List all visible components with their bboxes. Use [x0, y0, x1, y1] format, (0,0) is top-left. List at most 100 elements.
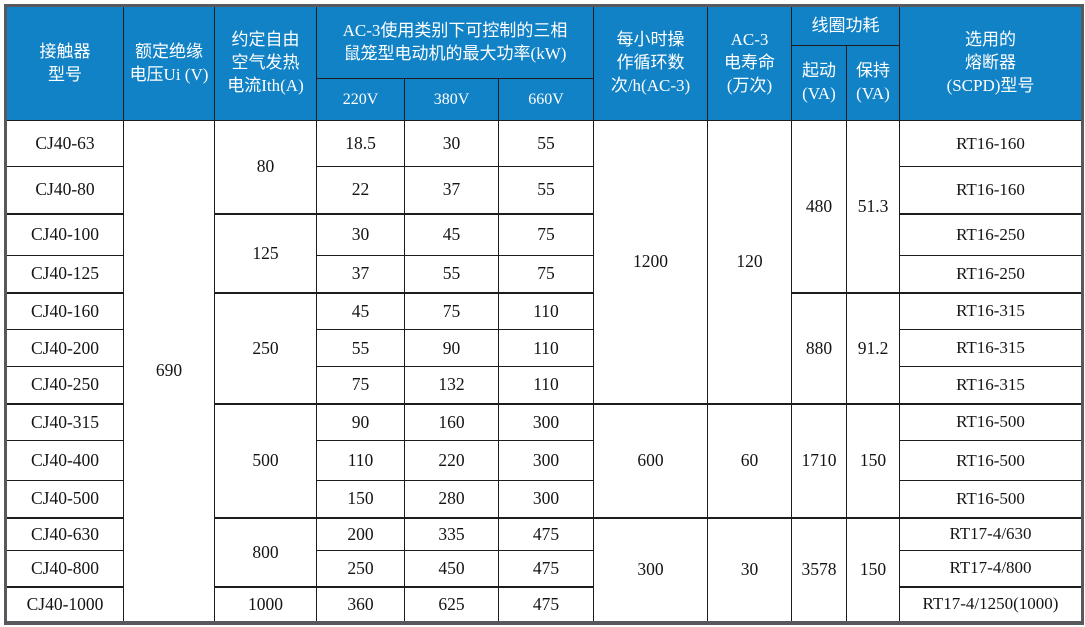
- cell-power-380v: 220: [404, 440, 499, 481]
- cell-power-220v: 22: [316, 166, 405, 214]
- cell-fuse-model: RT17-4/630: [899, 516, 1083, 551]
- cell-power-660v: 75: [498, 255, 594, 293]
- header-max-power-group: AC-3使用类别下可控制的三相 鼠笼型电动机的最大功率(kW): [316, 5, 594, 79]
- cell-thermal-current: 800: [214, 516, 317, 587]
- cell-power-220v: 200: [316, 516, 405, 551]
- cell-power-660v: 300: [498, 402, 594, 441]
- cell-fuse-model: RT16-315: [899, 329, 1083, 367]
- header-rated-insulation-voltage: 额定绝缘 电压Ui (V): [123, 5, 215, 121]
- cell-fuse-model: RT16-500: [899, 480, 1083, 518]
- cell-power-380v: 280: [404, 480, 499, 518]
- cell-model: CJ40-800: [5, 550, 124, 587]
- cell-cycles-per-hour: 1200: [593, 120, 708, 404]
- cell-power-220v: 55: [316, 329, 405, 367]
- cell-model: CJ40-1000: [5, 585, 124, 623]
- cell-power-660v: 110: [498, 366, 594, 404]
- cell-power-380v: 45: [404, 212, 499, 256]
- cell-power-220v: 18.5: [316, 120, 405, 167]
- cell-power-220v: 110: [316, 440, 405, 481]
- header-hold-va: 保持 (VA): [846, 45, 900, 121]
- cell-power-220v: 37: [316, 255, 405, 293]
- cell-power-660v: 55: [498, 166, 594, 214]
- table-row: CJ40-160 250 45 75 110 880 91.2 RT16-315: [5, 291, 1083, 404]
- table-row: CJ40-100 125 30 45 75 RT16-250: [5, 212, 1083, 293]
- cell-power-220v: 150: [316, 480, 405, 518]
- cell-power-380v: 160: [404, 402, 499, 441]
- cell-power-660v: 110: [498, 291, 594, 330]
- cell-model: CJ40-400: [5, 440, 124, 481]
- table-row: CJ40-630 800 200 335 475 300 30 3578 150 RT17-4/6…: [5, 516, 1083, 623]
- table-row: CJ40-800 250 450 475 RT17-4/800: [5, 550, 1083, 587]
- cell-model: CJ40-250: [5, 366, 124, 404]
- cell-electrical-life: 30: [707, 516, 792, 623]
- cell-power-660v: 475: [498, 585, 594, 623]
- cell-power-220v: 30: [316, 212, 405, 256]
- cell-model: CJ40-500: [5, 480, 124, 518]
- header-220v: 220V: [316, 78, 405, 121]
- contactor-spec-table: 接触器 型号 额定绝缘 电压Ui (V) 约定自由 空气发热 电流Ith(A) …: [4, 4, 1084, 625]
- cell-model: CJ40-160: [5, 291, 124, 330]
- header-thermal-current: 约定自由 空气发热 电流Ith(A): [214, 5, 317, 121]
- cell-coil-start-va: 880: [791, 291, 847, 404]
- cell-fuse-model: RT16-250: [899, 212, 1083, 256]
- header-contactor-model: 接触器 型号: [5, 5, 124, 121]
- cell-power-220v: 360: [316, 585, 405, 623]
- cell-rated-voltage: 690: [123, 120, 215, 623]
- cell-power-660v: 475: [498, 516, 594, 551]
- cell-thermal-current: 500: [214, 402, 317, 518]
- cell-power-660v: 300: [498, 480, 594, 518]
- cell-power-380v: 625: [404, 585, 499, 623]
- cell-fuse-model: RT17-4/800: [899, 550, 1083, 587]
- cell-thermal-current: 250: [214, 291, 317, 404]
- header-cycles-per-hour: 每小时操 作循环数 次/h(AC-3): [593, 5, 708, 121]
- table-row: CJ40-250 75 132 110 RT16-315: [5, 366, 1083, 404]
- cell-cycles-per-hour: 300: [593, 516, 708, 623]
- cell-power-380v: 37: [404, 166, 499, 214]
- header-coil-power: 线圈功耗: [791, 5, 900, 46]
- cell-power-660v: 475: [498, 550, 594, 587]
- cell-coil-start-va: 3578: [791, 516, 847, 623]
- table-row: CJ40-1000 1000 360 625 475 RT17-4/1250(1000): [5, 585, 1083, 623]
- cell-fuse-model: RT16-500: [899, 402, 1083, 441]
- cell-power-380v: 450: [404, 550, 499, 587]
- cell-fuse-model: RT16-160: [899, 166, 1083, 214]
- cell-power-380v: 90: [404, 329, 499, 367]
- cell-fuse-model: RT16-160: [899, 120, 1083, 167]
- cell-coil-start-va: 480: [791, 120, 847, 293]
- cell-thermal-current: 1000: [214, 585, 317, 623]
- cell-fuse-model: RT16-315: [899, 291, 1083, 330]
- cell-coil-start-va: 1710: [791, 402, 847, 518]
- cell-fuse-model: RT16-315: [899, 366, 1083, 404]
- cell-power-220v: 45: [316, 291, 405, 330]
- cell-coil-hold-va: 150: [846, 402, 900, 518]
- header-electrical-life: AC-3 电寿命 (万次): [707, 5, 792, 121]
- cell-model: CJ40-125: [5, 255, 124, 293]
- cell-model: CJ40-63: [5, 120, 124, 167]
- table-row: CJ40-80 22 37 55 RT16-160: [5, 166, 1083, 214]
- cell-power-660v: 110: [498, 329, 594, 367]
- cell-coil-hold-va: 91.2: [846, 291, 900, 404]
- table-row: CJ40-63 690 80 18.5 30 55 1200 120 480 51.3 RT16-1…: [5, 120, 1083, 623]
- cell-coil-hold-va: 150: [846, 516, 900, 623]
- cell-power-380v: 132: [404, 366, 499, 404]
- cell-power-380v: 335: [404, 516, 499, 551]
- table-row: CJ40-315 500 90 160 300 600 60 1710 150 RT16-500: [5, 402, 1083, 518]
- cell-power-220v: 250: [316, 550, 405, 587]
- header-660v: 660V: [498, 78, 594, 121]
- cell-electrical-life: 60: [707, 402, 792, 518]
- table-row: CJ40-200 55 90 110 RT16-315: [5, 329, 1083, 367]
- table-row: CJ40-400 110 220 300 RT16-500: [5, 440, 1083, 481]
- cell-power-220v: 90: [316, 402, 405, 441]
- cell-power-660v: 300: [498, 440, 594, 481]
- cell-power-660v: 75: [498, 212, 594, 256]
- cell-model: CJ40-200: [5, 329, 124, 367]
- table-row: CJ40-125 37 55 75 RT16-250: [5, 255, 1083, 293]
- table-header: 接触器 型号 额定绝缘 电压Ui (V) 约定自由 空气发热 电流Ith(A) …: [5, 5, 1083, 121]
- header-fuse-model: 选用的 熔断器 (SCPD)型号: [899, 5, 1083, 121]
- cell-power-380v: 75: [404, 291, 499, 330]
- table-row: CJ40-500 150 280 300 RT16-500: [5, 480, 1083, 518]
- cell-fuse-model: RT17-4/1250(1000): [899, 585, 1083, 623]
- cell-power-380v: 55: [404, 255, 499, 293]
- cell-model: CJ40-630: [5, 516, 124, 551]
